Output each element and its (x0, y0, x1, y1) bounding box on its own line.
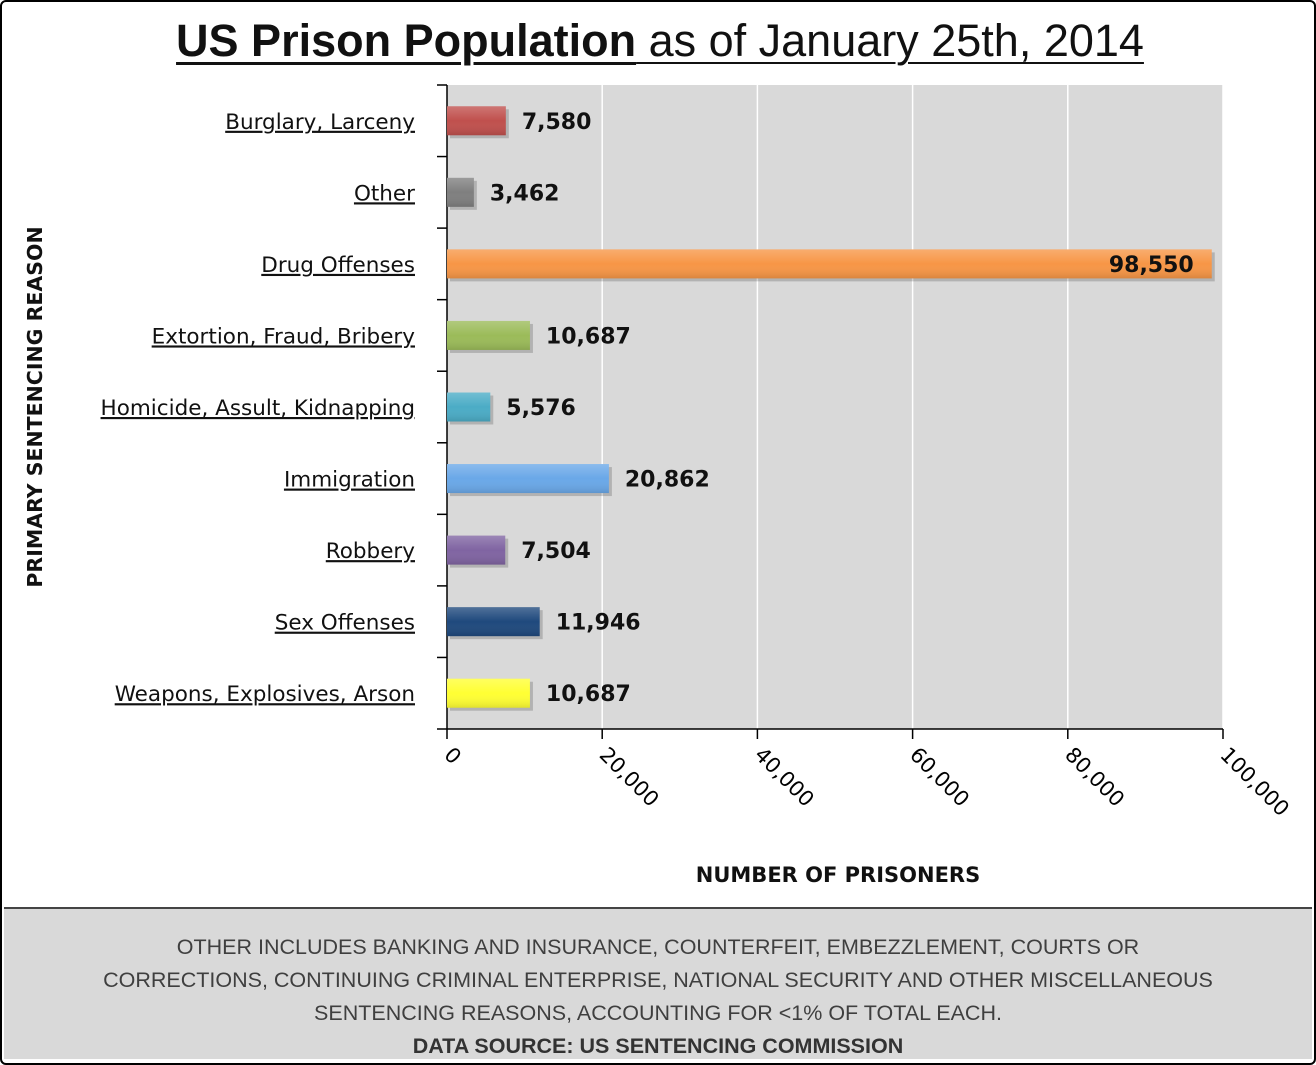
bar-shading (447, 392, 491, 422)
x-tick-label: 60,000 (905, 743, 974, 812)
data-label: 7,504 (521, 539, 591, 564)
category-label: Weapons, Explosives, Arson (115, 682, 415, 707)
x-axis-title: NUMBER OF PRISONERS (696, 863, 980, 887)
category-label: Other (354, 181, 415, 206)
footnote-line: OTHER INCLUDES BANKING AND INSURANCE, CO… (176, 935, 1140, 959)
bar-chart: 0 20,000 40,000 60,000 80,000 100,000 Burglary… (23, 84, 1294, 887)
data-label: 98,550 (1109, 253, 1194, 278)
x-tick-label: 40,000 (750, 743, 819, 812)
category-label: Burglary, Larceny (225, 110, 415, 135)
chart-title: US Prison Population as of January 25th,… (2, 10, 1314, 72)
x-tick-label: 80,000 (1060, 743, 1129, 812)
bar-shading (447, 607, 540, 637)
chart-title-bold: US Prison Population (176, 15, 637, 66)
bar-shading (447, 678, 530, 708)
y-axis-title: PRIMARY SENTENCING REASON (23, 226, 47, 587)
category-label: Extortion, Fraud, Bribery (152, 324, 416, 349)
category-label: Drug Offenses (261, 253, 415, 278)
data-label: 7,580 (522, 110, 592, 135)
data-label: 20,862 (625, 468, 710, 493)
footnote-line: SENTENCING REASONS, ACCOUNTING FOR <1% O… (314, 1001, 1002, 1025)
data-source: DATA SOURCE: US SENTENCING COMMISSION (412, 1034, 904, 1058)
category-label: Homicide, Assult, Kidnapping (101, 396, 415, 421)
plot-area (447, 85, 1223, 729)
category-label: Sex Offenses (275, 611, 415, 636)
data-label: 10,687 (546, 324, 631, 349)
data-label: 5,576 (506, 396, 576, 421)
bar-shading (447, 106, 506, 136)
chart-title-rest: as of January 25th, 2014 (636, 15, 1144, 66)
bar-shading (447, 535, 506, 565)
footnote-line: CORRECTIONS, CONTINUING CRIMINAL ENTERPR… (103, 968, 1213, 992)
bar-shading (447, 177, 474, 207)
category-label: Robbery (326, 539, 415, 564)
data-label: 3,462 (490, 181, 560, 206)
bar-shading (447, 464, 609, 494)
x-tick-label: 0 (439, 743, 465, 769)
x-tick-label: 100,000 (1215, 743, 1293, 821)
footnote-box: OTHER INCLUDES BANKING AND INSURANCE, CO… (4, 907, 1312, 1059)
data-label: 11,946 (556, 611, 641, 636)
x-tick-label: 20,000 (595, 743, 664, 812)
bar-shading (447, 320, 530, 350)
data-label: 10,687 (546, 682, 631, 707)
bar-shading (447, 249, 1212, 279)
category-label: Immigration (284, 468, 415, 493)
